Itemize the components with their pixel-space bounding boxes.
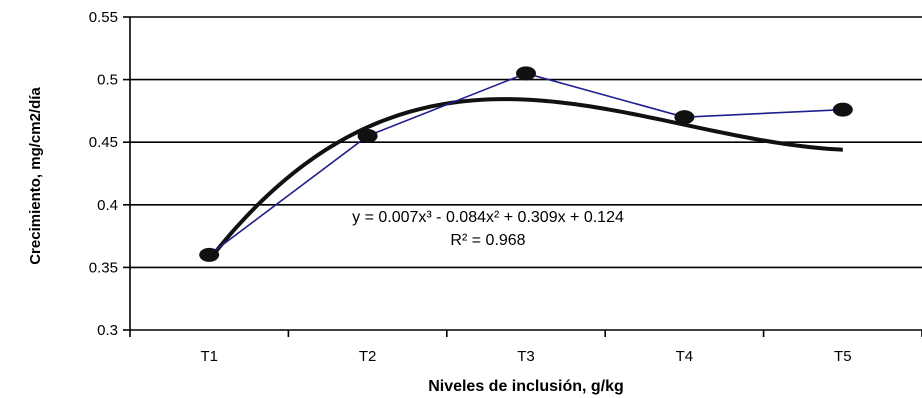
- trendline: [207, 97, 843, 262]
- y-tick-labels: 0.3 0.35 0.4 0.45 0.5 0.55: [89, 9, 118, 339]
- y-tick-label: 0.45: [89, 134, 118, 151]
- data-point-T2: [357, 128, 378, 143]
- x-tick-label: T4: [676, 348, 694, 365]
- data-point-T4: [674, 110, 695, 125]
- trendline-r2: R² = 0.968: [450, 232, 525, 249]
- gridlines: [130, 16, 922, 269]
- data-points: [199, 66, 853, 262]
- y-tick-label: 0.35: [89, 259, 118, 276]
- trendline-curve: [207, 97, 843, 262]
- trendline-equation: y = 0.007x³ - 0.084x² + 0.309x + 0.124: [352, 209, 624, 226]
- y-tick-label: 0.3: [97, 322, 118, 339]
- y-tick-label: 0.4: [97, 197, 118, 214]
- data-point-T1: [199, 247, 220, 262]
- data-point-T3: [516, 66, 536, 81]
- axes: [123, 16, 922, 337]
- y-tick-label: 0.55: [89, 9, 118, 26]
- y-axis-title: Crecimiento, mg/cm2/día: [27, 87, 44, 265]
- x-tick-label: T5: [834, 348, 852, 365]
- data-point-T5: [832, 102, 853, 117]
- x-tick-label: T1: [200, 348, 218, 365]
- y-tick-label: 0.5: [97, 72, 118, 89]
- x-tick-label: T3: [517, 348, 535, 365]
- x-tick-label: T2: [359, 348, 377, 365]
- x-axis-title: Niveles de inclusión, g/kg: [428, 378, 624, 395]
- x-tick-labels: T1 T2 T3 T4 T5: [200, 348, 851, 365]
